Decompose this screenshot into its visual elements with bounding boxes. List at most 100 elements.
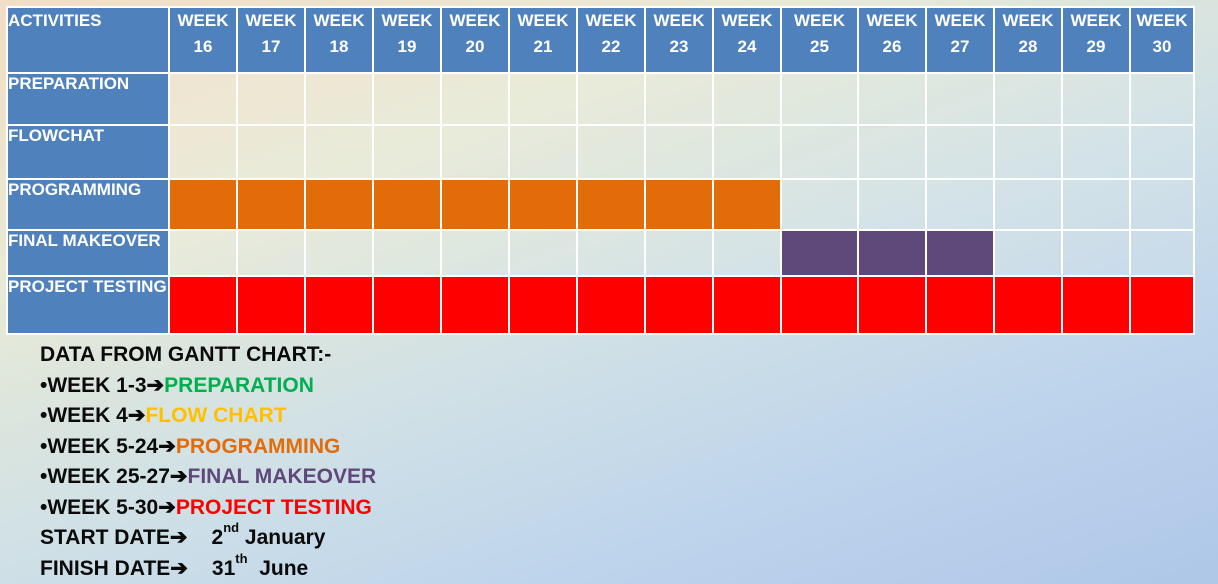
week-header-29: WEEK 29 xyxy=(1061,6,1131,74)
gantt-empty-cell xyxy=(1129,178,1195,231)
week-prefix: WEEK xyxy=(653,11,705,30)
gantt-empty-cell xyxy=(644,124,714,180)
week-header-24: WEEK 24 xyxy=(712,6,782,74)
week-header-28: WEEK 28 xyxy=(993,6,1063,74)
week-prefix: WEEK xyxy=(721,11,773,30)
week-header-19: WEEK 19 xyxy=(372,6,442,74)
activity-row: PROGRAMMING xyxy=(6,178,1195,231)
gantt-bar-cell xyxy=(508,178,578,231)
gantt-bar-cell xyxy=(780,229,859,277)
gantt-empty-cell xyxy=(644,72,714,126)
week-number: 25 xyxy=(810,37,829,56)
gantt-empty-cell xyxy=(440,72,510,126)
gantt-empty-cell xyxy=(576,124,646,180)
gantt-bar-cell xyxy=(168,178,238,231)
week-prefix: WEEK xyxy=(313,11,365,30)
gantt-bar-cell xyxy=(372,178,442,231)
gantt-empty-cell xyxy=(440,229,510,277)
week-number: 17 xyxy=(261,37,281,56)
gantt-bar-cell xyxy=(780,275,859,335)
activity-label: PROJECT TESTING xyxy=(6,275,170,335)
gantt-bar-cell xyxy=(372,275,442,335)
gantt-empty-cell xyxy=(372,229,442,277)
note-weeks: •WEEK 25-27 xyxy=(40,465,170,488)
gantt-bar-cell xyxy=(1061,275,1131,335)
activity-label: FLOWCHAT xyxy=(6,124,170,180)
start-date-month: January xyxy=(244,526,326,549)
week-number: 16 xyxy=(193,37,213,56)
note-weeks: •WEEK 5-30 xyxy=(40,495,159,519)
arrow-icon: ➔ xyxy=(146,373,165,397)
gantt-empty-cell xyxy=(857,124,927,180)
gantt-bar-cell xyxy=(576,275,646,335)
gantt-empty-cell xyxy=(1061,124,1131,180)
gantt-empty-cell xyxy=(712,72,782,126)
week-header-16: WEEK 16 xyxy=(168,6,238,74)
activity-row: PROJECT TESTING xyxy=(6,275,1195,335)
gantt-empty-cell xyxy=(168,124,238,180)
week-header-20: WEEK 20 xyxy=(440,6,510,74)
week-number: 27 xyxy=(950,37,970,56)
week-prefix: WEEK xyxy=(449,11,501,30)
gantt-empty-cell xyxy=(508,72,578,126)
gantt-notes: DATA FROM GANTT CHART:- •WEEK 1-3➔PREPAR… xyxy=(40,340,376,584)
week-prefix: WEEK xyxy=(517,11,569,30)
start-date-label: START DATE xyxy=(40,526,170,549)
arrow-icon: ➔ xyxy=(127,404,146,427)
gantt-empty-cell xyxy=(1129,229,1195,277)
gantt-empty-cell xyxy=(168,229,238,277)
week-header-18: WEEK 18 xyxy=(304,6,374,74)
gantt-empty-cell xyxy=(780,178,859,231)
gantt-empty-cell xyxy=(236,72,306,126)
gantt-empty-cell xyxy=(925,178,995,231)
arrow-icon: ➔ xyxy=(158,434,176,458)
note-item: •WEEK 5-30➔PROJECT TESTING xyxy=(40,493,376,524)
gantt-empty-cell xyxy=(304,72,374,126)
week-number: 20 xyxy=(465,37,485,56)
week-prefix: WEEK xyxy=(794,11,845,30)
gantt-empty-cell xyxy=(993,178,1063,231)
gantt-empty-cell xyxy=(372,124,442,180)
gantt-empty-cell xyxy=(1061,229,1131,277)
gantt-bar-cell xyxy=(857,229,927,277)
week-prefix: WEEK xyxy=(1002,11,1054,30)
gantt-bar-cell xyxy=(576,178,646,231)
gantt-empty-cell xyxy=(440,124,510,180)
note-weeks: •WEEK 5-24 xyxy=(40,434,159,458)
gantt-empty-cell xyxy=(780,72,859,126)
activity-label: PREPARATION xyxy=(6,72,170,126)
week-prefix: WEEK xyxy=(245,11,297,30)
week-header-22: WEEK 22 xyxy=(576,6,646,74)
gantt-empty-cell xyxy=(780,124,859,180)
week-prefix: WEEK xyxy=(1070,11,1122,30)
note-item: •WEEK 1-3➔PREPARATION xyxy=(40,371,376,402)
gantt-table: ACTIVITIES WEEK 16 WEEK 17 WEEK 18 WEEK 19 WEEK 2… xyxy=(6,6,1195,335)
note-activity: FINAL MAKEOVER xyxy=(187,465,377,488)
gantt-empty-cell xyxy=(644,229,714,277)
gantt-bar-cell xyxy=(236,275,306,335)
note-activity: PREPARATION xyxy=(164,373,314,397)
week-prefix: WEEK xyxy=(177,11,229,30)
week-number: 22 xyxy=(601,37,621,56)
week-number: 29 xyxy=(1086,37,1106,56)
gantt-empty-cell xyxy=(857,72,927,126)
gantt-empty-cell xyxy=(508,229,578,277)
gantt-empty-cell xyxy=(993,72,1063,126)
start-date-suffix: nd xyxy=(223,520,240,535)
week-header-21: WEEK 21 xyxy=(508,6,578,74)
week-header-17: WEEK 17 xyxy=(236,6,306,74)
week-number: 18 xyxy=(329,37,349,56)
gantt-bar-cell xyxy=(925,275,995,335)
gantt-bar-cell xyxy=(508,275,578,335)
gantt-empty-cell xyxy=(236,124,306,180)
week-prefix: WEEK xyxy=(585,11,637,30)
gantt-empty-cell xyxy=(168,72,238,126)
week-number: 23 xyxy=(669,37,689,56)
gantt-bar-cell xyxy=(857,275,927,335)
activity-row: FLOWCHAT xyxy=(6,124,1195,180)
gantt-bar-cell xyxy=(304,178,374,231)
gantt-empty-cell xyxy=(925,72,995,126)
note-item: •WEEK 5-24➔PROGRAMMING xyxy=(40,432,376,463)
gantt-empty-cell xyxy=(993,229,1063,277)
gantt-bar-cell xyxy=(1129,275,1195,335)
